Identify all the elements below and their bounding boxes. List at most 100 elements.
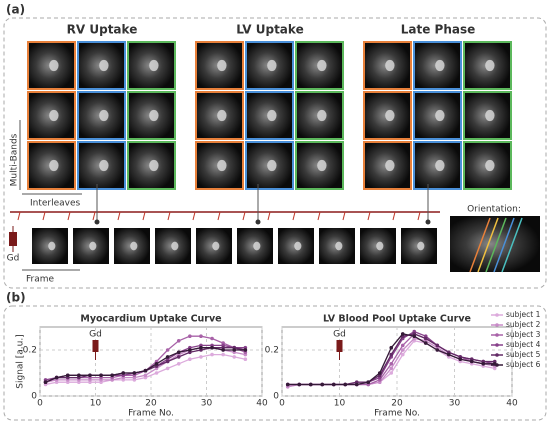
mri-detail [485,109,495,122]
column-title: Late Phase [401,23,476,37]
series-line [287,333,495,386]
point [389,366,394,371]
mri-detail [217,159,227,172]
point [297,382,302,387]
x-tick-label: 10 [90,399,102,409]
legend-label: subject 2 [506,320,541,329]
point [99,373,103,378]
mri-detail [435,109,445,122]
point [232,348,237,352]
point [121,371,126,375]
legend-label: subject 3 [506,330,541,339]
x-tick-label: 20 [391,399,403,409]
charts: Myocardium Uptake Curve Frame No. Signal [… [16,310,541,419]
point [435,348,440,352]
point [199,334,203,339]
legend-label: subject 5 [506,350,541,359]
point [389,362,394,366]
point [469,359,474,364]
x-axis-label: Frame No. [374,409,420,419]
mri-detail [99,59,109,72]
timeline-tick [67,211,71,221]
images [10,41,523,273]
mri-image [295,41,344,90]
mri-image [363,91,412,140]
chart-title: LV Blood Pool Uptake Curve [323,314,471,325]
timeline-tick [192,211,196,221]
gd-label: Gd [7,254,20,264]
mri-detail [335,241,343,251]
point [400,343,405,348]
point [143,368,148,373]
mri-detail [89,241,97,251]
mri-detail [417,241,425,251]
mri-detail [212,241,220,251]
mri-detail [435,159,445,172]
plot-area [39,326,263,397]
axis-label: Multi-Bands [10,133,20,186]
point [154,362,159,366]
point [308,382,313,387]
mri-detail [385,159,395,172]
timeline-tick [392,211,396,221]
panel-b-box [3,305,547,421]
point [389,345,394,350]
mri-detail [385,109,395,122]
point [176,339,181,343]
x-tick-label: 0 [37,399,43,409]
connector-dot [94,219,100,225]
axis-label: Frame [26,275,55,285]
mri-detail [217,109,227,122]
orientation-line [493,217,515,273]
point [221,352,225,357]
panel-label: (a) [6,3,25,17]
mri-detail [385,59,395,72]
point [458,357,463,362]
point [221,348,225,352]
mri-detail [317,159,327,172]
mri-image [245,141,294,190]
legend-label: subject 1 [506,310,541,319]
point [400,348,405,352]
point [481,362,486,366]
mri-detail [49,109,59,122]
point [165,355,170,359]
x-tick-label: 40 [506,399,518,409]
timeline-tick [342,211,346,221]
y-tick-label: 0 [273,392,279,402]
point [435,343,440,348]
timeline-tick [417,211,421,221]
point [132,371,137,375]
mri-detail [253,241,261,251]
timeline-tick [267,211,271,221]
point [366,380,371,385]
timeline-tick [17,211,21,221]
point [110,373,114,378]
panel-a-box [3,17,547,289]
timeline-tick [367,211,371,221]
legend-marker [495,313,499,317]
series-line [287,333,495,386]
timeline-tick [142,211,146,221]
orientation-line [477,217,499,273]
legend-marker [495,323,499,327]
point [320,382,325,387]
x-tick-label: 30 [201,399,213,409]
legend-label: subject 6 [506,360,541,369]
axis-label: Interleaves [30,199,81,209]
annotation: Gd [333,330,346,340]
legend-marker [495,343,499,347]
timeline-tick [242,211,246,221]
point [176,355,181,359]
timeline-tick [217,211,221,221]
x-tick-label: 40 [256,399,268,409]
orientation-line [485,217,507,273]
timeline-tick [117,211,121,221]
mri-detail [130,241,138,251]
point [154,371,159,375]
point [210,336,214,341]
point [331,382,336,387]
legend-label: subject 4 [506,340,541,349]
mri-detail [267,159,277,172]
y-axis-label: Signal [a.u.] [16,334,26,388]
